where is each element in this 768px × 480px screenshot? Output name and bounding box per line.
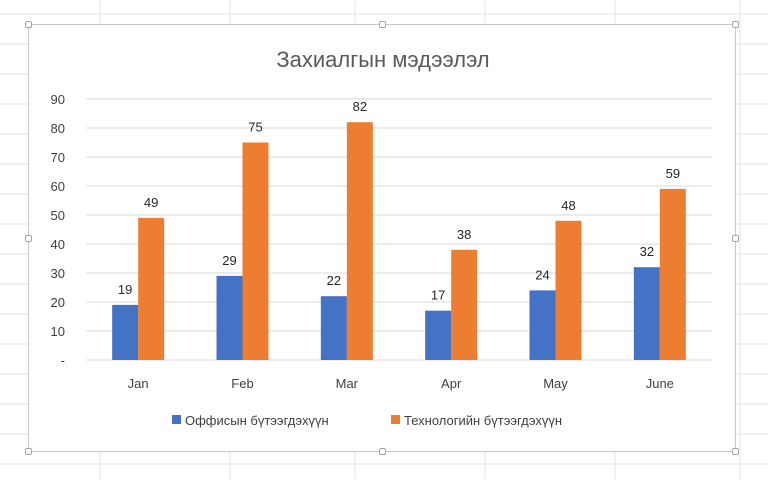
bar-technology-jan[interactable]	[138, 217, 165, 360]
resize-handle-bottom[interactable]	[379, 448, 386, 455]
resize-handle-right[interactable]	[732, 235, 739, 242]
legend-label: Оффисын бүтээгдэхүүн	[185, 413, 329, 428]
resize-handle-top[interactable]	[379, 21, 386, 28]
data-label: 75	[248, 120, 262, 135]
legend-label: Технологийн бүтээгдэхүүн	[404, 413, 562, 428]
legend: Оффисын бүтээгдэхүүн Технологийн бүтээгдэ…	[172, 413, 562, 428]
x-tick-label: Jan	[128, 376, 149, 391]
data-label: 82	[353, 99, 367, 114]
y-tick-label: 50	[51, 208, 65, 223]
bars	[112, 122, 686, 360]
x-tick-label: Apr	[441, 376, 462, 391]
data-label: 17	[431, 288, 445, 303]
chart-title: Захиалгын мэдээлэл	[276, 47, 489, 72]
y-tick-label: 20	[51, 295, 65, 310]
gridlines	[86, 98, 712, 361]
bar-technology-mar[interactable]	[346, 122, 373, 360]
data-label: 32	[640, 244, 654, 259]
bar-office-may[interactable]	[529, 290, 556, 360]
data-label: 59	[666, 166, 680, 181]
resize-handle-top-left[interactable]	[25, 21, 32, 28]
data-label: 29	[222, 253, 236, 268]
data-label: 48	[561, 198, 575, 213]
data-label: 22	[327, 273, 341, 288]
y-axis-ticks: - 10 20 30 40 50 60 70 80 90	[51, 92, 65, 368]
y-tick-label: 40	[51, 237, 65, 252]
y-tick-label: -	[61, 353, 65, 368]
resize-handle-left[interactable]	[25, 235, 32, 242]
chart-area[interactable]: Захиалгын мэдээлэл - 10 20 30 40 50 60 70 80 90 1…	[25, 21, 739, 455]
data-label: 49	[144, 195, 158, 210]
bar-office-apr[interactable]	[425, 310, 452, 360]
bar-office-mar[interactable]	[320, 296, 347, 360]
bar-office-feb[interactable]	[216, 275, 243, 360]
bar-technology-feb[interactable]	[242, 142, 269, 361]
data-labels: 19 49 29 75 22 82 17 38 24 48 32 59	[118, 99, 680, 303]
y-tick-label: 60	[51, 179, 65, 194]
bar-office-jan[interactable]	[112, 304, 139, 360]
resize-handle-top-right[interactable]	[732, 21, 739, 28]
y-tick-label: 70	[51, 150, 65, 165]
chart-plot: Захиалгын мэдээлэл - 10 20 30 40 50 60 70 80 90 1…	[51, 47, 712, 428]
bar-technology-may[interactable]	[555, 220, 582, 360]
bar-technology-june[interactable]	[659, 188, 686, 360]
resize-handle-bottom-right[interactable]	[732, 448, 739, 455]
bar-office-june[interactable]	[633, 267, 660, 360]
data-label: 19	[118, 282, 132, 297]
data-label: 38	[457, 227, 471, 242]
x-tick-label: Feb	[231, 376, 253, 391]
x-tick-label: June	[646, 376, 674, 391]
x-tick-label: Mar	[336, 376, 359, 391]
resize-handle-bottom-left[interactable]	[25, 448, 32, 455]
x-tick-label: May	[543, 376, 568, 391]
y-tick-label: 30	[51, 266, 65, 281]
data-label: 24	[535, 267, 549, 282]
y-tick-label: 90	[51, 92, 65, 107]
x-axis-ticks: Jan Feb Mar Apr May June	[128, 376, 674, 391]
y-tick-label: 10	[51, 324, 65, 339]
legend-swatch	[391, 415, 400, 424]
y-tick-label: 80	[51, 121, 65, 136]
legend-swatch	[172, 415, 181, 424]
bar-technology-apr[interactable]	[451, 249, 478, 360]
